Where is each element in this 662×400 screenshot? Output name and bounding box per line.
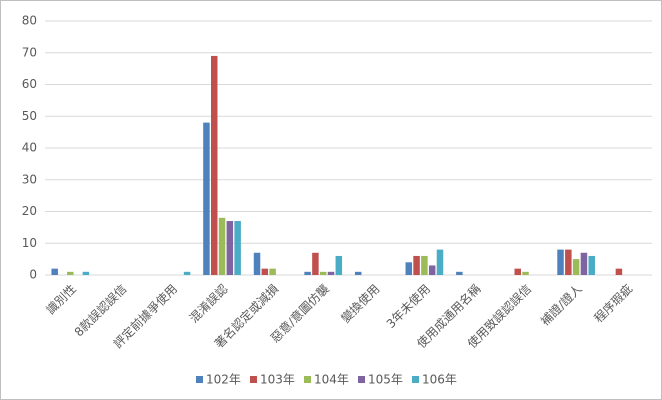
bar [565,249,572,275]
bar [319,271,327,275]
bar [557,249,564,275]
legend-label: 105年 [368,373,403,387]
bar [261,268,269,275]
bar [428,265,436,275]
bar [67,271,74,275]
bar [580,252,588,275]
bar [354,271,362,275]
y-tick-label: 70 [22,45,37,59]
y-tick-label: 50 [22,109,37,123]
bar [183,271,191,275]
bar [82,271,90,275]
bar [413,255,420,275]
legend-label: 103年 [260,373,295,387]
bar [269,268,276,275]
y-tick-label: 20 [22,204,37,218]
bar [335,255,343,275]
bar [421,255,428,275]
bar [514,268,521,275]
y-tick-label: 0 [29,268,37,282]
legend-swatch [412,376,419,383]
bar [436,249,444,275]
y-tick-label: 30 [22,172,37,186]
bar [312,252,319,275]
bar [210,55,218,275]
legend-label: 106年 [422,373,457,387]
bar [522,271,529,275]
bar [615,268,623,275]
bar [218,217,226,275]
legend-swatch [358,376,365,383]
legend-swatch [196,376,203,383]
y-tick-label: 10 [22,236,37,250]
y-tick-label: 40 [22,141,37,155]
legend-label: 104年 [314,373,349,387]
bar [572,259,580,275]
legend-swatch [250,376,257,383]
bar [234,221,241,275]
y-tick-label: 60 [22,77,37,91]
bar [253,252,261,275]
legend-swatch [304,376,311,383]
bar [327,271,335,275]
bar [51,268,58,275]
bar [588,255,595,275]
legend-label: 102年 [206,373,241,387]
bar [203,122,210,275]
bar [226,221,234,275]
bar [405,262,413,275]
bar [456,271,463,275]
bar [304,271,311,275]
y-tick-label: 80 [22,14,37,28]
